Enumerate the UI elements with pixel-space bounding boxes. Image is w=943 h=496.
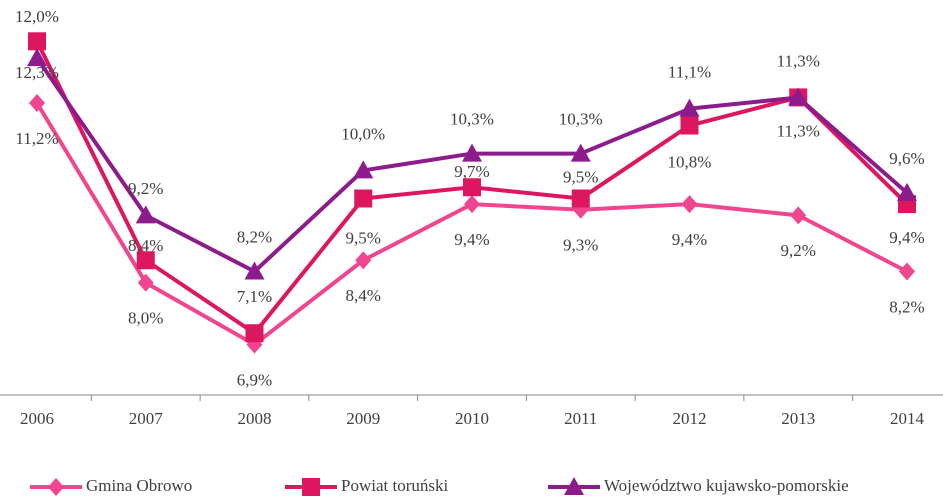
x-tick-label: 2006 bbox=[20, 409, 54, 428]
data-label: 11,2% bbox=[15, 129, 58, 148]
data-label: 10,3% bbox=[450, 109, 494, 128]
legend-label: Powiat toruński bbox=[341, 476, 448, 495]
data-point bbox=[790, 206, 807, 225]
data-label: 10,3% bbox=[559, 109, 603, 128]
x-tick-label: 2012 bbox=[673, 409, 707, 428]
data-label: 8,2% bbox=[889, 297, 924, 316]
legend-label: Województwo kujawsko-pomorskie bbox=[604, 476, 849, 495]
data-point bbox=[28, 32, 46, 51]
data-point bbox=[27, 48, 47, 67]
data-point bbox=[679, 98, 700, 117]
x-tick-label: 2008 bbox=[238, 409, 272, 428]
data-point bbox=[355, 251, 372, 270]
data-point bbox=[681, 195, 698, 214]
data-point bbox=[788, 87, 809, 106]
data-point bbox=[354, 189, 373, 208]
data-label: 12,0% bbox=[15, 7, 59, 26]
x-tick-label: 2011 bbox=[564, 409, 597, 428]
data-label: 6,9% bbox=[237, 370, 272, 389]
data-label: 9,4% bbox=[672, 230, 707, 249]
data-label: 9,5% bbox=[563, 167, 598, 186]
data-point bbox=[463, 178, 481, 197]
data-point bbox=[29, 94, 45, 113]
data-point bbox=[680, 116, 699, 135]
x-tick-label: 2007 bbox=[129, 409, 164, 428]
data-label: 8,4% bbox=[128, 236, 163, 255]
data-label: 9,2% bbox=[781, 241, 816, 260]
data-label: 10,8% bbox=[668, 152, 712, 171]
data-point bbox=[464, 195, 480, 214]
data-point bbox=[244, 261, 265, 280]
data-label: 10,0% bbox=[341, 124, 385, 143]
data-label: 8,0% bbox=[128, 309, 163, 328]
data-point bbox=[245, 324, 264, 343]
legend-marker bbox=[302, 478, 320, 496]
data-label: 11,3% bbox=[777, 51, 820, 70]
x-tick-label: 2013 bbox=[781, 409, 815, 428]
data-label: 9,5% bbox=[346, 228, 381, 247]
data-point bbox=[353, 160, 374, 179]
data-label: 8,2% bbox=[237, 227, 272, 246]
data-point bbox=[135, 205, 156, 224]
data-point bbox=[462, 143, 482, 162]
data-label: 11,1% bbox=[668, 63, 711, 82]
data-label: 9,4% bbox=[454, 230, 489, 249]
legend-marker bbox=[564, 477, 584, 495]
data-point bbox=[136, 251, 155, 270]
data-point bbox=[571, 189, 590, 208]
data-label: 9,2% bbox=[128, 179, 163, 198]
data-label: 11,3% bbox=[777, 121, 820, 140]
data-label: 9,6% bbox=[889, 149, 924, 168]
data-label: 8,4% bbox=[346, 286, 381, 305]
data-label: 9,4% bbox=[889, 228, 924, 247]
data-label: 7,1% bbox=[237, 287, 272, 306]
x-tick-label: 2014 bbox=[890, 409, 925, 428]
data-point bbox=[897, 182, 917, 201]
data-point bbox=[137, 273, 154, 292]
x-tick-label: 2009 bbox=[346, 409, 380, 428]
legend-label: Gmina Obrowo bbox=[86, 476, 192, 495]
legend-marker bbox=[48, 478, 64, 496]
data-point bbox=[570, 143, 591, 162]
x-tick-label: 2010 bbox=[455, 409, 489, 428]
data-label: 9,7% bbox=[454, 162, 489, 181]
data-point bbox=[899, 262, 915, 281]
data-label: 9,3% bbox=[563, 236, 598, 255]
